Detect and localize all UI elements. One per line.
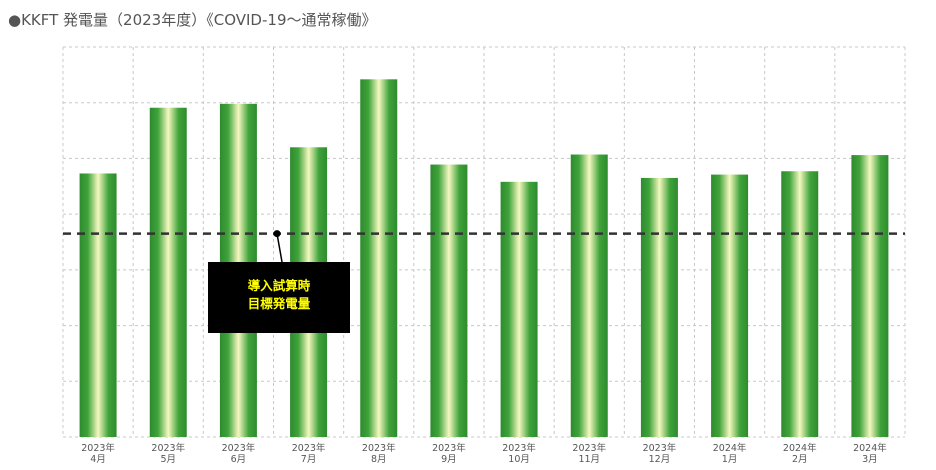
x-tick-label: 2023年 11月 bbox=[572, 442, 606, 465]
bars bbox=[79, 79, 889, 438]
x-tick-label: 2023年 12月 bbox=[643, 442, 677, 465]
callout-label: 目標発電量 bbox=[248, 296, 311, 311]
callout-box bbox=[208, 262, 350, 333]
callout-label: 導入試算時 bbox=[248, 278, 311, 293]
x-tick-label: 2023年 7月 bbox=[292, 442, 326, 465]
x-tick-label: 2023年 8月 bbox=[362, 442, 396, 465]
callout-pointer bbox=[276, 233, 283, 263]
x-tick-label: 2023年 9月 bbox=[432, 442, 466, 465]
bar bbox=[570, 154, 608, 437]
x-tick-label: 2024年 1月 bbox=[713, 442, 747, 465]
bar bbox=[711, 174, 749, 438]
bar bbox=[640, 177, 678, 437]
x-tick-labels: 2023年 4月 2023年 5月 2023年 6月 2023年 7月 2023年 8月 2023年… bbox=[81, 442, 887, 465]
bar bbox=[430, 164, 468, 438]
gridlines bbox=[62, 46, 906, 438]
bar bbox=[360, 79, 398, 438]
chart-title: ●KKFT 発電量（2023年度）《COVID-19～通常稼働》 bbox=[8, 11, 377, 29]
x-tick-label: 2024年 2月 bbox=[783, 442, 817, 465]
x-tick-label: 2023年 5月 bbox=[151, 442, 185, 465]
x-tick-label: 2023年 10月 bbox=[502, 442, 536, 465]
bar bbox=[500, 181, 538, 437]
bar bbox=[851, 155, 889, 438]
x-tick-label: 2023年 6月 bbox=[222, 442, 256, 465]
bar bbox=[149, 107, 187, 437]
x-tick-label: 2023年 4月 bbox=[81, 442, 115, 465]
bar bbox=[781, 171, 819, 437]
x-tick-label: 2024年 3月 bbox=[853, 442, 887, 465]
bar bbox=[79, 173, 117, 437]
